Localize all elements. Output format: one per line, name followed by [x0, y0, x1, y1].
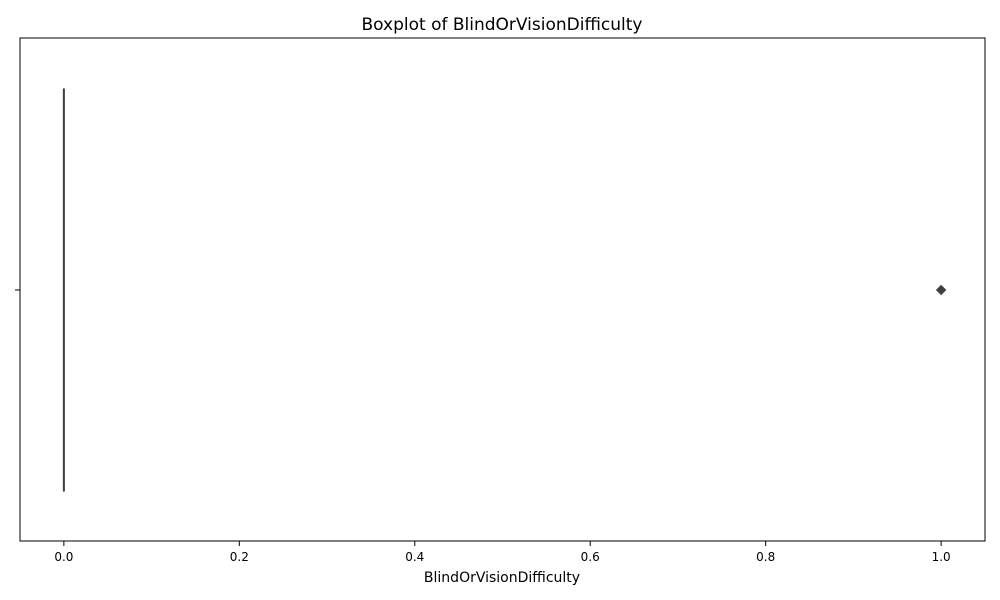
outlier-group [935, 284, 947, 296]
x-tick-label: 1.0 [932, 550, 951, 564]
x-tick-label: 0.6 [581, 550, 600, 564]
x-tick-label: 0.0 [54, 550, 73, 564]
x-tick-label: 0.8 [756, 550, 775, 564]
plot-area-frame [19, 37, 986, 542]
chart-title: Boxplot of BlindOrVisionDifficulty [362, 15, 643, 35]
x-axis-label: BlindOrVisionDifficulty [424, 570, 580, 586]
x-tick-label: 0.2 [230, 550, 249, 564]
outlier-point [935, 284, 947, 296]
x-tick-label: 0.4 [405, 550, 424, 564]
x-axis-ticks: 0.0 0.2 0.4 0.6 0.8 1.0 [54, 541, 951, 564]
